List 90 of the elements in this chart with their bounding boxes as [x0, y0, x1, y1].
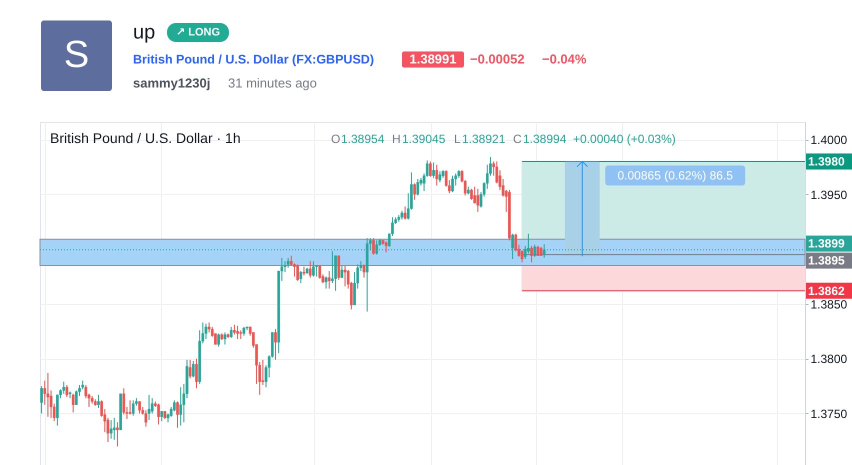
y-tick-label: 1.3750: [810, 406, 848, 421]
candlestick: [128, 400, 132, 416]
candlestick: [97, 394, 100, 409]
text: 1.38991: [410, 52, 456, 66]
candlestick: [416, 178, 420, 196]
candlestick: [312, 260, 315, 278]
candlestick: [438, 170, 442, 183]
annotation: 1.38954: [341, 132, 385, 146]
candlestick: [122, 388, 126, 416]
ref-line-label: 1.3899: [808, 236, 846, 251]
candlestick: [530, 245, 533, 263]
chart-subtitle: British Pound / U.S. Dollar (FX:GBPUSD): [133, 52, 374, 66]
band-label: 0.00865 (0.62%) 86.5: [618, 168, 734, 182]
candlestick: [230, 326, 233, 338]
candlestick: [236, 325, 239, 340]
candlestick: [286, 257, 290, 268]
candlestick: [299, 270, 302, 284]
y-tick-label: 1.3800: [810, 352, 848, 366]
candlestick: [188, 359, 192, 379]
candlestick: [110, 420, 112, 440]
candlestick: [217, 333, 220, 348]
candlestick: [533, 244, 536, 258]
ref-line-label: 1.3895: [808, 254, 846, 268]
candlestick: [204, 323, 208, 340]
candlestick: [138, 400, 141, 414]
candlestick: [318, 265, 322, 280]
annotation: O: [331, 132, 340, 146]
candlestick: [46, 372, 50, 418]
annotation: 1.39045: [402, 132, 446, 146]
candlestick: [372, 238, 375, 256]
text: −0.00052: [470, 52, 525, 66]
y-tick-label: 1.4000: [810, 133, 848, 148]
candlestick: [536, 245, 540, 256]
candlestick: [308, 260, 312, 278]
candlestick: [148, 394, 150, 421]
candlestick: [344, 265, 346, 287]
text: S: [64, 34, 90, 76]
candlestick: [340, 265, 344, 278]
candlestick: [62, 381, 66, 394]
candlestick: [160, 410, 164, 422]
y-tick-label: 1.3950: [810, 188, 848, 202]
candlestick: [179, 386, 182, 426]
candlestick: [233, 324, 236, 336]
candlestick: [274, 328, 277, 360]
candlestick: [315, 265, 318, 278]
annotation: +0.00040 (+0.03%): [573, 132, 676, 146]
text: sammy1230j: [133, 76, 210, 90]
candlestick: [435, 164, 438, 186]
candlestick: [72, 393, 75, 413]
annotation: H: [392, 132, 401, 146]
candlestick: [195, 358, 198, 389]
candlestick: [337, 255, 340, 280]
candlestick: [208, 322, 210, 333]
candlestick: [192, 360, 195, 378]
candlestick: [451, 175, 454, 193]
annotation: British Pound / U.S. Dollar · 1h: [50, 130, 241, 146]
candlestick: [176, 400, 179, 428]
candlestick: [157, 403, 160, 425]
text: 31 minutes ago: [228, 76, 317, 90]
candlestick: [328, 270, 331, 290]
candlestick: [132, 400, 135, 416]
text: ↗ LONG: [176, 26, 220, 38]
candlestick: [404, 206, 406, 220]
candlestick: [66, 384, 68, 398]
annotation: 1.38994: [523, 132, 567, 146]
ref-line-label: 1.3862: [808, 284, 846, 298]
candlestick: [224, 332, 226, 345]
candlestick: [262, 359, 264, 386]
candlestick: [116, 422, 119, 447]
ref-line-label: 1.3980: [808, 154, 846, 168]
candlestick: [432, 162, 435, 178]
candlestick: [296, 264, 299, 282]
annotation: L: [454, 132, 461, 146]
candlestick: [470, 188, 473, 200]
chart-title: up: [133, 22, 156, 44]
candlestick: [324, 276, 328, 290]
annotation: 1.38921: [462, 132, 506, 146]
candlestick: [112, 417, 116, 440]
candlestick: [334, 255, 337, 292]
candlestick: [413, 182, 416, 200]
candlestick: [362, 264, 366, 278]
candlestick: [473, 186, 476, 204]
candlestick: [144, 410, 148, 428]
y-tick-label: 1.3850: [810, 297, 848, 312]
candlestick: [40, 386, 43, 414]
candlestick: [429, 160, 432, 178]
candlestick: [384, 240, 388, 253]
candlestick: [476, 188, 480, 212]
text: −0.04%: [542, 52, 587, 66]
annotation: C: [513, 132, 522, 146]
